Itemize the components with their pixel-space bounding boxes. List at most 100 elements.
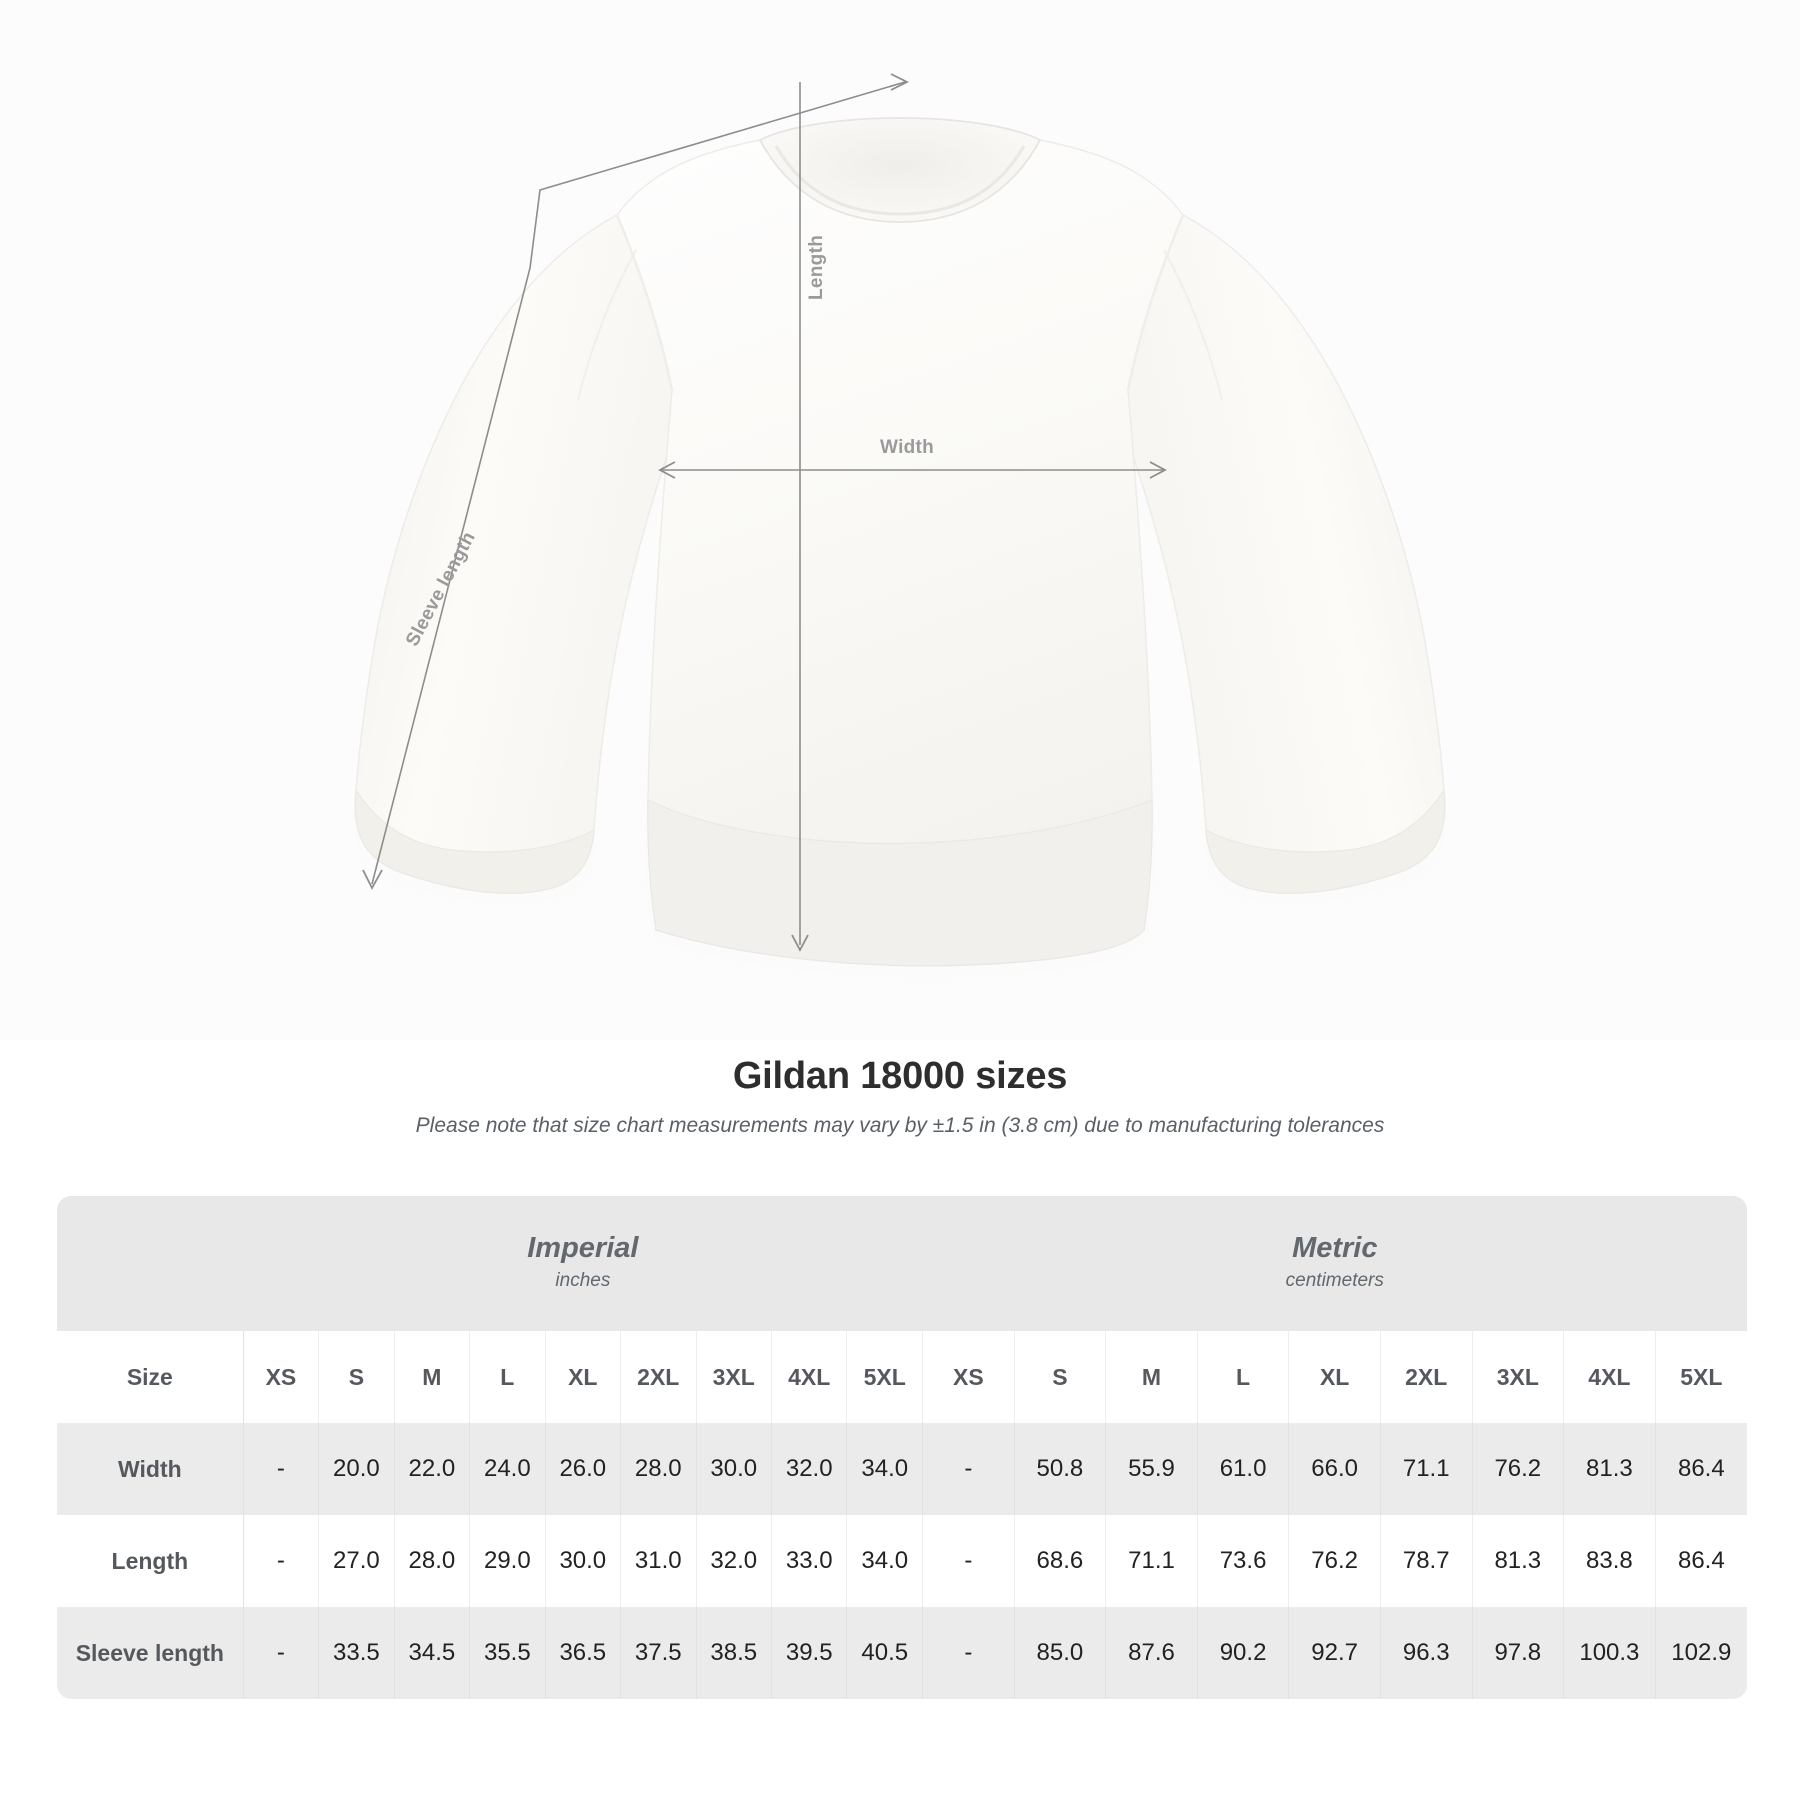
size-header-metric-xs: XS (922, 1331, 1015, 1423)
sweatshirt-diagram (354, 73, 1446, 967)
garment-illustration: Length Width Sleeve length (0, 0, 1800, 1040)
size-header-imperial-5xl: 5XL (846, 1331, 924, 1423)
width-measurement-label: Width (880, 437, 935, 458)
cell-length-metric-5xl: 86.4 (1655, 1515, 1747, 1607)
cell-width-imperial-l: 24.0 (469, 1423, 546, 1515)
size-header-imperial-xs: XS (243, 1331, 320, 1423)
cell-sleeve-metric-4xl: 100.3 (1563, 1607, 1656, 1699)
size-header-imperial-4xl: 4XL (771, 1331, 848, 1423)
size-header-imperial-l: L (469, 1331, 546, 1423)
cell-width-imperial-xl: 26.0 (545, 1423, 622, 1515)
row-label-length: Length (57, 1515, 244, 1607)
size-table-wrapper: Imperial inches Metric centimeters Size … (57, 1196, 1747, 1699)
size-header-metric-xl: XL (1288, 1331, 1381, 1423)
cell-sleeve-imperial-m: 34.5 (394, 1607, 471, 1699)
cell-length-imperial-m: 28.0 (394, 1515, 471, 1607)
cell-length-metric-l: 73.6 (1197, 1515, 1290, 1607)
cell-width-metric-3xl: 76.2 (1472, 1423, 1565, 1515)
cell-length-metric-xl: 76.2 (1288, 1515, 1381, 1607)
cell-length-imperial-xs: - (243, 1515, 320, 1607)
cell-width-metric-xl: 66.0 (1288, 1423, 1381, 1515)
cell-sleeve-imperial-4xl: 39.5 (771, 1607, 848, 1699)
cell-sleeve-imperial-3xl: 38.5 (696, 1607, 772, 1699)
unit-group-metric-sub: centimeters (1285, 1270, 1384, 1292)
size-header-metric-l: L (1197, 1331, 1290, 1423)
dimension-arrowheads (362, 73, 1167, 952)
cell-length-imperial-l: 29.0 (469, 1515, 546, 1607)
length-measurement-label: Length (806, 234, 827, 300)
cell-length-imperial-2xl: 31.0 (620, 1515, 697, 1607)
unit-group-imperial-name: Imperial (527, 1232, 639, 1265)
tolerance-note: Please note that size chart measurements… (415, 1114, 1385, 1137)
cell-sleeve-metric-l: 90.2 (1197, 1607, 1290, 1699)
cell-length-imperial-3xl: 32.0 (696, 1515, 772, 1607)
size-header-metric-m: M (1105, 1331, 1198, 1423)
cell-sleeve-metric-5xl: 102.9 (1655, 1607, 1747, 1699)
size-header-row: Size XS S M L XL 2XL 3XL 4XL 5XL XS S M … (57, 1331, 1747, 1423)
sleeve-dimension-line (371, 81, 906, 885)
row-label-width: Width (57, 1423, 244, 1515)
cell-sleeve-imperial-5xl: 40.5 (846, 1607, 924, 1699)
cell-width-metric-4xl: 81.3 (1563, 1423, 1656, 1515)
cell-width-metric-l: 61.0 (1197, 1423, 1290, 1515)
title-block: Gildan 18000 sizes Please note that size… (0, 1055, 1800, 1138)
cell-length-metric-4xl: 83.8 (1563, 1515, 1656, 1607)
cell-length-imperial-4xl: 33.0 (771, 1515, 848, 1607)
size-header-label: Size (57, 1331, 244, 1423)
cell-width-imperial-4xl: 32.0 (771, 1423, 848, 1515)
cell-width-metric-xs: - (922, 1423, 1015, 1515)
unit-group-header-row: Imperial inches Metric centimeters (57, 1196, 1747, 1331)
unit-header-spacer (57, 1196, 244, 1331)
cell-width-metric-2xl: 71.1 (1380, 1423, 1473, 1515)
cell-width-imperial-s: 20.0 (318, 1423, 395, 1515)
row-label-sleeve-length: Sleeve length (57, 1607, 244, 1699)
page-title: Gildan 18000 sizes (732, 1055, 1068, 1097)
cell-length-metric-s: 68.6 (1014, 1515, 1107, 1607)
table-row: Width - 20.0 22.0 24.0 26.0 28.0 30.0 32… (57, 1423, 1747, 1515)
table-row: Length - 27.0 28.0 29.0 30.0 31.0 32.0 3… (57, 1515, 1747, 1607)
cell-width-metric-s: 50.8 (1014, 1423, 1107, 1515)
size-header-metric-s: S (1014, 1331, 1107, 1423)
unit-group-metric-name: Metric (1292, 1232, 1378, 1265)
cell-length-metric-3xl: 81.3 (1472, 1515, 1565, 1607)
size-header-metric-3xl: 3XL (1472, 1331, 1565, 1423)
cell-sleeve-metric-xs: - (922, 1607, 1015, 1699)
cell-sleeve-imperial-s: 33.5 (318, 1607, 395, 1699)
unit-group-metric: Metric centimeters (922, 1196, 1747, 1331)
cell-length-metric-2xl: 78.7 (1380, 1515, 1473, 1607)
cell-width-metric-m: 55.9 (1105, 1423, 1198, 1515)
cell-length-metric-xs: - (922, 1515, 1015, 1607)
measurement-annotations (371, 81, 1165, 945)
cell-width-imperial-2xl: 28.0 (620, 1423, 697, 1515)
table-row: Sleeve length - 33.5 34.5 35.5 36.5 37.5… (57, 1607, 1747, 1699)
sweatshirt-body (354, 117, 1446, 967)
unit-group-imperial-sub: inches (555, 1270, 611, 1292)
cell-sleeve-metric-m: 87.6 (1105, 1607, 1198, 1699)
size-header-metric-5xl: 5XL (1655, 1331, 1747, 1423)
cell-sleeve-imperial-xl: 36.5 (545, 1607, 622, 1699)
cell-length-imperial-5xl: 34.0 (846, 1515, 924, 1607)
cell-sleeve-metric-2xl: 96.3 (1380, 1607, 1473, 1699)
cell-width-imperial-m: 22.0 (394, 1423, 471, 1515)
cell-width-imperial-3xl: 30.0 (696, 1423, 772, 1515)
size-chart-table: Imperial inches Metric centimeters Size … (57, 1196, 1747, 1699)
cell-width-imperial-5xl: 34.0 (846, 1423, 924, 1515)
unit-group-imperial: Imperial inches (243, 1196, 923, 1331)
cell-length-imperial-s: 27.0 (318, 1515, 395, 1607)
size-header-imperial-xl: XL (545, 1331, 622, 1423)
size-header-imperial-s: S (318, 1331, 395, 1423)
size-header-imperial-3xl: 3XL (696, 1331, 772, 1423)
cell-length-imperial-xl: 30.0 (545, 1515, 622, 1607)
cell-sleeve-imperial-xs: - (243, 1607, 320, 1699)
cell-sleeve-imperial-2xl: 37.5 (620, 1607, 697, 1699)
size-header-metric-4xl: 4XL (1563, 1331, 1656, 1423)
cell-sleeve-metric-3xl: 97.8 (1472, 1607, 1565, 1699)
cell-sleeve-metric-xl: 92.7 (1288, 1607, 1381, 1699)
cell-sleeve-metric-s: 85.0 (1014, 1607, 1107, 1699)
cell-width-imperial-xs: - (243, 1423, 320, 1515)
cell-length-metric-m: 71.1 (1105, 1515, 1198, 1607)
size-header-imperial-2xl: 2XL (620, 1331, 697, 1423)
cell-width-metric-5xl: 86.4 (1655, 1423, 1747, 1515)
size-header-metric-2xl: 2XL (1380, 1331, 1473, 1423)
